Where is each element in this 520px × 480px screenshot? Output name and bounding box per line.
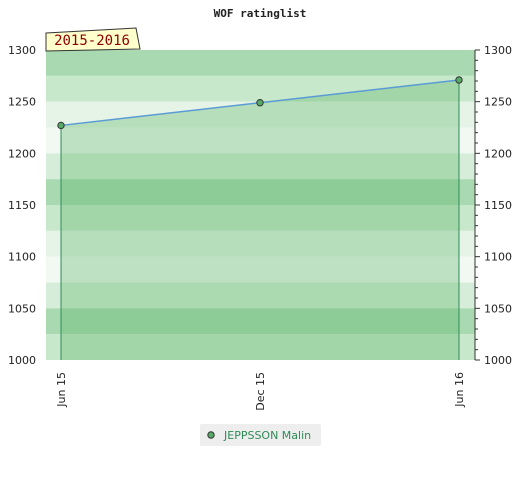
legend-label: JEPPSSON Malin xyxy=(223,429,311,442)
y-tick-label-left: 1100 xyxy=(8,251,36,264)
y-tick-label-left: 1300 xyxy=(8,44,36,57)
background-band xyxy=(46,334,475,360)
legend-marker xyxy=(207,431,215,439)
x-tick-label: Dec 15 xyxy=(254,372,267,411)
y-tick-label-right: 1100 xyxy=(484,251,512,264)
background-band xyxy=(46,179,475,205)
background-band xyxy=(46,205,475,231)
area-layer xyxy=(60,79,460,360)
period-box: 2015-2016 xyxy=(45,27,141,52)
background-band xyxy=(46,153,475,180)
background-bands xyxy=(46,50,475,360)
data-point xyxy=(57,121,65,130)
y-tick-label-right: 1050 xyxy=(484,302,512,315)
y-tick-label-right: 1300 xyxy=(484,44,512,57)
y-tick-label-right: 1200 xyxy=(484,147,512,160)
background-band xyxy=(46,230,475,257)
series-area xyxy=(61,79,459,360)
y-tick-label-right: 1150 xyxy=(484,199,512,212)
legend[interactable]: JEPPSSON Malin xyxy=(200,424,321,446)
marker-layer xyxy=(57,76,463,130)
y-tick-label-right: 1000 xyxy=(484,354,512,367)
x-tick-label: Jun 15 xyxy=(55,372,68,408)
y-tick-label-left: 1150 xyxy=(8,199,36,212)
legend-box xyxy=(200,424,321,446)
y-tick-label-left: 1000 xyxy=(8,354,36,367)
x-tick-label: Jun 16 xyxy=(453,372,466,408)
y-tick-label-right: 1250 xyxy=(484,96,512,109)
chart-title: WOF ratinglist xyxy=(214,7,307,20)
y-tick-label-left: 1050 xyxy=(8,302,36,315)
data-point xyxy=(455,76,463,84)
background-band xyxy=(46,282,475,309)
y-tick-label-left: 1200 xyxy=(8,147,36,160)
y-tick-label-left: 1250 xyxy=(8,96,36,109)
background-band xyxy=(46,127,475,154)
period-box-shape xyxy=(45,27,141,52)
background-band xyxy=(46,308,475,335)
background-band xyxy=(46,256,475,283)
background-band xyxy=(46,50,475,76)
axis-layer: 1000 1000 1050 1050 1100 1100 1150 1150 1200 1200… xyxy=(8,44,512,411)
background-band xyxy=(46,75,475,102)
data-point xyxy=(256,99,264,107)
period-label: 2015-2016 xyxy=(54,33,130,49)
